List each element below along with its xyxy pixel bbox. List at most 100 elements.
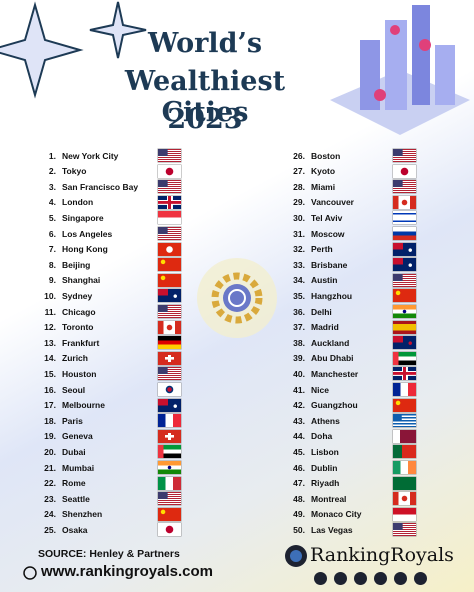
city-row: 36. Delhi [283, 304, 332, 319]
flag [158, 242, 181, 256]
city-name: Boston [311, 150, 341, 161]
city-name: Seoul [62, 384, 86, 395]
city-row: 12. Toronto [34, 320, 93, 335]
city-name: San Francisco Bay [62, 181, 139, 192]
city-name: Toronto [62, 322, 94, 333]
city-name: Tokyo [62, 166, 87, 177]
city-name: Shanghai [62, 275, 101, 286]
city-row: 27. Kyoto [283, 164, 335, 179]
city-name: Frankfurt [62, 337, 100, 348]
city-row: 47. Riyadh [283, 476, 339, 491]
website[interactable]: www.rankingroyals.com [41, 563, 213, 580]
flag [393, 320, 416, 334]
rank: 31. [293, 228, 305, 239]
city-row: 10. Sydney [34, 288, 92, 303]
flag [393, 383, 416, 396]
city-name: Las Vegas [311, 524, 353, 535]
city-row: 33. Brisbane [283, 257, 347, 272]
social-icon[interactable] [334, 572, 347, 585]
flag [158, 305, 181, 318]
city-row: 31. Moscow [283, 226, 345, 241]
city-name: Auckland [311, 337, 350, 348]
city-row: 35. Hangzhou [283, 288, 352, 303]
rank: 6. [48, 228, 56, 239]
flag [158, 336, 181, 350]
flag [158, 383, 181, 396]
flag [393, 211, 416, 225]
rank: 11. [44, 306, 56, 317]
flag [393, 461, 416, 474]
flag [158, 351, 181, 365]
city-name: Manchester [311, 368, 359, 379]
city-row: 19. Geneva [34, 429, 93, 444]
city-illustration [330, 5, 470, 135]
social-icon[interactable] [374, 572, 387, 585]
flag [393, 289, 416, 303]
flag [393, 164, 416, 178]
city-row: 13. Frankfurt [34, 335, 99, 350]
flag [393, 305, 416, 318]
city-row: 6. Los Angeles [34, 226, 112, 241]
city-name: Moscow [311, 228, 345, 239]
city-row: 14. Zurich [34, 351, 88, 366]
rank: 36. [293, 306, 305, 317]
social-icon[interactable] [314, 572, 327, 585]
city-row: 9. Shanghai [34, 273, 100, 288]
flag [393, 523, 416, 537]
flag [393, 149, 416, 162]
city-name: Melbourne [62, 400, 105, 411]
city-row: 17. Melbourne [34, 398, 105, 413]
city-name: Vancouver [311, 197, 354, 208]
city-row: 48. Montreal [283, 491, 346, 506]
city-name: Lisbon [311, 446, 339, 457]
city-name: London [62, 197, 94, 208]
city-name: Doha [311, 431, 333, 442]
city-name: Houston [62, 368, 97, 379]
flag [158, 320, 181, 334]
rank: 30. [293, 212, 305, 223]
flag [158, 507, 181, 521]
city-name: Osaka [62, 524, 88, 535]
city-row: 43. Athens [283, 413, 340, 428]
social-icon[interactable] [394, 572, 407, 585]
city-name: Dubai [62, 446, 86, 457]
money-gear-badge [197, 258, 277, 338]
rank: 1. [48, 150, 56, 161]
flag [158, 492, 181, 506]
city-row: 16. Seoul [34, 382, 85, 397]
flag [158, 398, 181, 412]
rank: 19. [44, 431, 56, 442]
city-row: 30. Tel Aviv [283, 210, 342, 225]
social-icon[interactable] [414, 572, 427, 585]
rank: 47. [293, 478, 305, 489]
rank: 14. [44, 353, 56, 364]
city-name: Beijing [62, 259, 91, 270]
flag [158, 445, 181, 459]
flag [158, 461, 181, 474]
flag [393, 258, 416, 272]
flag [393, 398, 416, 412]
city-row: 3. San Francisco Bay [34, 179, 138, 194]
flag [393, 180, 416, 194]
city-row: 40. Manchester [283, 366, 358, 381]
city-row: 7. Hong Kong [34, 242, 108, 257]
flag [158, 227, 181, 240]
rank: 7. [48, 244, 56, 255]
city-name: Hangzhou [311, 290, 353, 301]
rank: 10. [44, 290, 56, 301]
rank: 42. [293, 400, 305, 411]
star [0, 1, 84, 99]
rank: 22. [44, 478, 56, 489]
flag [158, 429, 181, 443]
flag [158, 164, 181, 178]
social-icon[interactable] [354, 572, 367, 585]
rank: 17. [44, 400, 56, 411]
logo-globe [23, 545, 307, 580]
city-row: 50. Las Vegas [283, 522, 353, 537]
city-row: 37. Madrid [283, 320, 339, 335]
flag [393, 227, 416, 240]
rank: 44. [293, 431, 305, 442]
rank: 41. [293, 384, 305, 395]
city-row: 15. Houston [34, 366, 96, 381]
